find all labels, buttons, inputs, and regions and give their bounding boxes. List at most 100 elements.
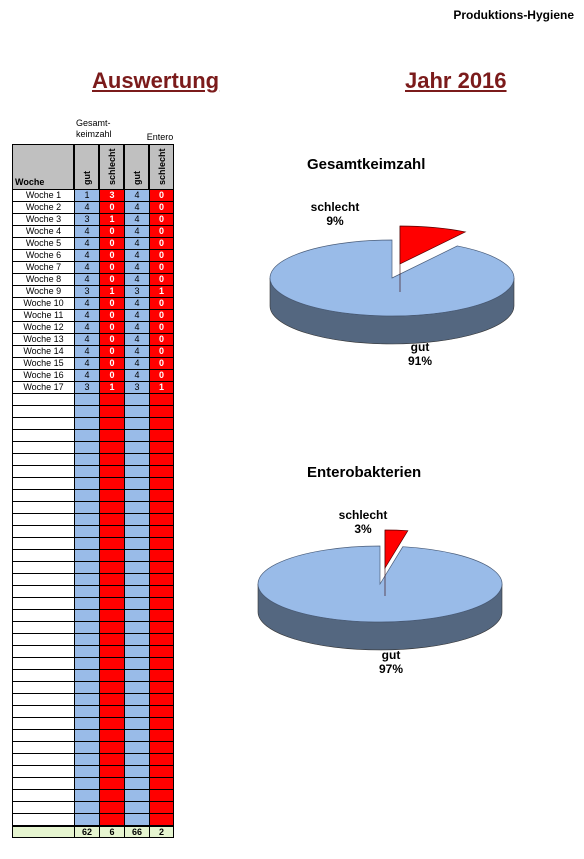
cell-g1 [74, 514, 99, 526]
cell-s2 [149, 622, 174, 634]
cell-g1 [74, 418, 99, 430]
cell-week [12, 694, 74, 706]
cell-g2: 4 [124, 358, 149, 370]
cell-g2 [124, 646, 149, 658]
table-row-empty [12, 706, 174, 718]
table-row: Woche 11 4 0 4 0 [12, 310, 174, 322]
cell-s2: 0 [149, 226, 174, 238]
cell-s2 [149, 754, 174, 766]
table-row-empty [12, 526, 174, 538]
cell-g2 [124, 598, 149, 610]
cell-s1: 0 [99, 298, 124, 310]
cell-s1 [99, 394, 124, 406]
cell-week: Woche 7 [12, 262, 74, 274]
cell-week [12, 502, 74, 514]
cell-g2 [124, 754, 149, 766]
cell-g2: 4 [124, 298, 149, 310]
cell-g1 [74, 550, 99, 562]
cell-g1 [74, 538, 99, 550]
cell-s2 [149, 790, 174, 802]
header-schlecht-label: schlecht [156, 148, 167, 185]
table-row-empty [12, 730, 174, 742]
cell-g1: 4 [74, 334, 99, 346]
table-row: Woche 15 4 0 4 0 [12, 358, 174, 370]
cell-s1 [99, 406, 124, 418]
cell-s2 [149, 478, 174, 490]
cell-week [12, 610, 74, 622]
cell-g1: 4 [74, 310, 99, 322]
cell-g1 [74, 598, 99, 610]
cell-g1 [74, 502, 99, 514]
document-title: Produktions-Hygiene [453, 8, 574, 22]
pie2-label-gut-value: 97% [378, 662, 404, 676]
cell-g2 [124, 766, 149, 778]
cell-g1 [74, 694, 99, 706]
table-row-empty [12, 490, 174, 502]
cell-g1 [74, 586, 99, 598]
cell-g2 [124, 802, 149, 814]
cell-s2: 0 [149, 202, 174, 214]
cell-s1 [99, 694, 124, 706]
cell-g1: 4 [74, 202, 99, 214]
cell-week [12, 778, 74, 790]
cell-week [12, 454, 74, 466]
cell-week [12, 658, 74, 670]
cell-g2 [124, 658, 149, 670]
cell-g2 [124, 778, 149, 790]
cell-s2: 0 [149, 346, 174, 358]
cell-g1: 4 [74, 298, 99, 310]
cell-s1 [99, 562, 124, 574]
cell-s1 [99, 802, 124, 814]
cell-g2 [124, 514, 149, 526]
cell-s2 [149, 646, 174, 658]
table-row-empty [12, 766, 174, 778]
cell-g2 [124, 478, 149, 490]
cell-g2 [124, 790, 149, 802]
table-row-empty [12, 430, 174, 442]
cell-s1 [99, 502, 124, 514]
cell-s1 [99, 778, 124, 790]
pie1-label-schlecht: schlecht 9% [302, 200, 368, 228]
table-row-empty [12, 610, 174, 622]
table-row-total: 62 6 66 2 [12, 826, 174, 838]
pie2-label-schlecht: schlecht 3% [330, 508, 396, 536]
cell-s1: 0 [99, 346, 124, 358]
cell-week: Woche 12 [12, 322, 74, 334]
cell-week [12, 754, 74, 766]
table-row-empty [12, 814, 174, 826]
cell-s1 [99, 730, 124, 742]
cell-week [12, 466, 74, 478]
cell-s1 [99, 442, 124, 454]
cell-s2 [149, 766, 174, 778]
cell-week: Woche 4 [12, 226, 74, 238]
cell-s1 [99, 526, 124, 538]
cell-s2: 0 [149, 262, 174, 274]
cell-g2 [124, 442, 149, 454]
cell-g1 [74, 394, 99, 406]
cell-week [12, 406, 74, 418]
cell-s2 [149, 742, 174, 754]
cell-g2: 4 [124, 262, 149, 274]
cell-g2: 4 [124, 214, 149, 226]
cell-s1 [99, 790, 124, 802]
cell-s1: 0 [99, 250, 124, 262]
pie1-label-gut-name: gut [410, 340, 430, 354]
cell-week: Woche 3 [12, 214, 74, 226]
header-woche: Woche [12, 144, 74, 190]
cell-g1 [74, 634, 99, 646]
cell-g1 [74, 754, 99, 766]
cell-g1 [74, 478, 99, 490]
cell-g2 [124, 538, 149, 550]
header-gut-label: gut [81, 171, 92, 185]
header-gut-entero: gut [124, 144, 149, 190]
cell-s2 [149, 574, 174, 586]
header-schlecht-gesamtkeimzahl: schlecht [99, 144, 124, 190]
cell-g2 [124, 466, 149, 478]
cell-g1: 4 [74, 250, 99, 262]
cell-g2 [124, 814, 149, 826]
cell-s2 [149, 490, 174, 502]
cell-week [12, 622, 74, 634]
cell-s2 [149, 658, 174, 670]
cell-week [12, 706, 74, 718]
